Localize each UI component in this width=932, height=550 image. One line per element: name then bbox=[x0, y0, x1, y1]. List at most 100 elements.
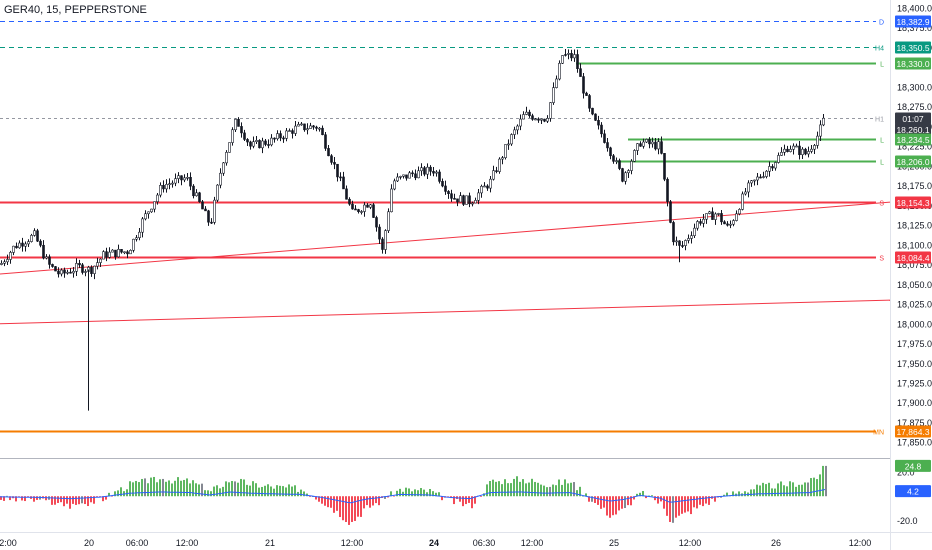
candle-body bbox=[117, 249, 120, 258]
candle-body bbox=[696, 221, 699, 229]
osc-bar bbox=[570, 482, 572, 497]
osc-bar bbox=[594, 496, 596, 503]
osc-bar bbox=[261, 486, 263, 497]
time-axis[interactable]: 2:00 20 06:00 12:00 21 12:00 24 06:30 12:00 25 12:… bbox=[0, 538, 871, 548]
y-tick-label: 17,850.0 bbox=[897, 438, 932, 448]
osc-bar bbox=[207, 490, 209, 497]
candle-body bbox=[273, 137, 276, 140]
candle-body bbox=[183, 177, 186, 181]
candle-body bbox=[150, 208, 153, 213]
candle-body bbox=[714, 213, 717, 220]
osc-bar bbox=[21, 496, 23, 501]
price-tag-l-bg bbox=[895, 57, 931, 70]
candle-body bbox=[447, 191, 450, 194]
osc-bar bbox=[222, 486, 224, 497]
osc-bar bbox=[369, 496, 371, 508]
x-tick-label: 2:00 bbox=[0, 538, 17, 548]
osc-bar bbox=[801, 484, 803, 497]
osc-bar bbox=[423, 489, 425, 497]
candle-body bbox=[162, 185, 165, 190]
osc-bar bbox=[285, 487, 287, 497]
osc-bar bbox=[78, 496, 80, 505]
candle-body bbox=[816, 135, 819, 146]
candle-body bbox=[69, 271, 72, 274]
y-tick-label: 18,075.0 bbox=[897, 260, 932, 270]
candle-body bbox=[501, 157, 504, 160]
candle-body bbox=[633, 150, 636, 162]
osc-bar bbox=[447, 496, 449, 497]
osc-bar bbox=[639, 492, 641, 497]
candle-body bbox=[294, 125, 297, 134]
osc-bar bbox=[132, 482, 134, 497]
x-tick-label: 26 bbox=[771, 538, 781, 548]
osc-bar bbox=[585, 493, 587, 497]
osc-bar bbox=[489, 481, 491, 497]
candle-body bbox=[660, 141, 663, 154]
osc-bar bbox=[465, 496, 467, 505]
osc-bar bbox=[405, 487, 407, 497]
osc-bar bbox=[258, 487, 260, 497]
candle-body bbox=[9, 252, 12, 260]
osc-bar bbox=[519, 481, 521, 497]
candle-body bbox=[321, 127, 324, 136]
candle-body bbox=[438, 171, 441, 182]
candle-body bbox=[411, 172, 414, 175]
candle-body bbox=[594, 113, 597, 121]
osc-bar bbox=[360, 496, 362, 517]
candle-body bbox=[612, 155, 615, 162]
candle-body bbox=[66, 271, 69, 274]
candle-body bbox=[435, 171, 438, 174]
osc-bar bbox=[3, 496, 5, 501]
osc-bar bbox=[645, 496, 647, 499]
osc-bar bbox=[546, 487, 548, 497]
osc-bar bbox=[189, 483, 191, 497]
candle-body bbox=[15, 245, 18, 249]
osc-bar bbox=[534, 481, 536, 497]
y-tick-label: 17,975.0 bbox=[897, 339, 932, 349]
candle-body bbox=[558, 62, 561, 80]
y-tick-label: 18,025.0 bbox=[897, 300, 932, 310]
osc-bar bbox=[0, 496, 2, 500]
candle-body bbox=[240, 126, 243, 134]
osc-bar bbox=[135, 480, 137, 497]
x-tick-label: 20 bbox=[84, 538, 94, 548]
oscillator-pane bbox=[0, 465, 827, 525]
y-tick-label: 18,050.0 bbox=[897, 280, 932, 290]
candle-body bbox=[354, 208, 357, 211]
osc-bar bbox=[72, 496, 74, 504]
osc-bar bbox=[396, 490, 398, 497]
osc-bar bbox=[366, 496, 368, 506]
candle-body bbox=[306, 128, 309, 131]
price-axis[interactable]: 18,400.018,375.018,350.018,300.018,275.0… bbox=[897, 3, 932, 526]
osc-bar bbox=[732, 491, 734, 497]
candle-body bbox=[252, 141, 255, 147]
osc-bar bbox=[774, 488, 776, 497]
osc-bar bbox=[675, 496, 677, 518]
osc-bar bbox=[177, 477, 179, 497]
candle-body bbox=[717, 213, 720, 215]
candle-body bbox=[507, 143, 510, 146]
osc-bar bbox=[720, 496, 722, 498]
candle-body bbox=[111, 249, 114, 253]
osc-bar bbox=[474, 496, 476, 504]
osc-bar bbox=[504, 479, 506, 497]
osc-bar bbox=[537, 482, 539, 497]
price-tag-mn: 17,864.3 bbox=[896, 427, 929, 437]
osc-bar bbox=[180, 480, 182, 497]
osc-bar bbox=[54, 496, 56, 505]
candle-body bbox=[486, 185, 489, 189]
candle-body bbox=[801, 148, 804, 156]
candle-body bbox=[123, 251, 126, 254]
osc-bar bbox=[795, 486, 797, 497]
y-tick-label: 17,925.0 bbox=[897, 378, 932, 388]
osc-bar bbox=[378, 496, 380, 506]
osc-tick-label: -20.0 bbox=[897, 516, 918, 526]
osc-tag-current: 24.8 bbox=[905, 461, 922, 471]
osc-bar bbox=[636, 493, 638, 497]
x-tick-label: 12:00 bbox=[849, 538, 872, 548]
osc-bar bbox=[765, 484, 767, 497]
osc-bar bbox=[267, 484, 269, 497]
osc-bar bbox=[228, 482, 230, 497]
osc-bar bbox=[321, 496, 323, 504]
